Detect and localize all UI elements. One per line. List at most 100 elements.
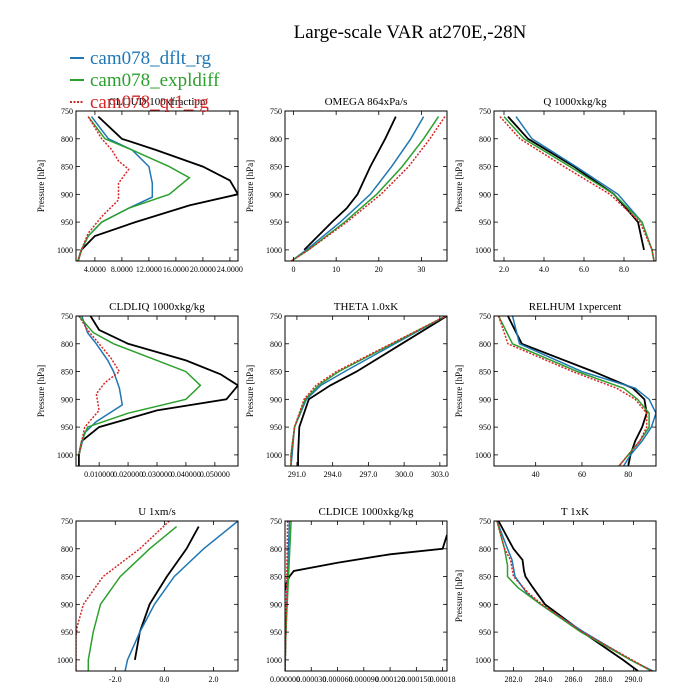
y-tick-label: 800 bbox=[61, 545, 73, 554]
series-line-0 bbox=[77, 115, 238, 261]
x-tick-label: 2.0 bbox=[499, 265, 509, 274]
y-tick-label: 1000 bbox=[475, 451, 491, 460]
y-tick-label: 800 bbox=[270, 135, 282, 144]
y-tick-label: 950 bbox=[479, 218, 491, 227]
y-tick-label: 800 bbox=[61, 340, 73, 349]
y-tick-label: 800 bbox=[479, 340, 491, 349]
x-tick-label: 12.0000 bbox=[136, 265, 162, 274]
panel-title: THETA 1.0xK bbox=[334, 301, 399, 313]
legend-label: cam078_dflt_rg bbox=[90, 48, 212, 69]
x-tick-label: 6.0 bbox=[579, 265, 589, 274]
x-tick-label: 0.040000 bbox=[171, 470, 201, 479]
y-tick-label: 800 bbox=[479, 545, 491, 554]
panel-5: RELHUM 1xpercent 750 800 850 900 950 1000 40 60 8… bbox=[454, 301, 657, 479]
series-line-2 bbox=[497, 316, 650, 466]
y-axis-label: Pressure [hPa] bbox=[245, 365, 255, 417]
y-tick-label: 750 bbox=[61, 517, 73, 526]
y-tick-label: 900 bbox=[479, 395, 491, 404]
x-tick-label: 2.0 bbox=[208, 675, 218, 684]
x-tick-label: 4.0 bbox=[539, 265, 549, 274]
y-tick-label: 950 bbox=[270, 628, 282, 637]
y-tick-label: 750 bbox=[479, 107, 491, 116]
y-axis-label: Pressure [hPa] bbox=[245, 160, 255, 212]
y-tick-label: 750 bbox=[270, 107, 282, 116]
y-tick-label: 1000 bbox=[57, 656, 73, 665]
x-tick-label: 0.030000 bbox=[142, 470, 172, 479]
y-axis-label: Pressure [hPa] bbox=[36, 365, 46, 417]
x-tick-label: 4.0000 bbox=[84, 265, 106, 274]
x-tick-label: 291.0 bbox=[288, 470, 306, 479]
panel-title: T 1xK bbox=[561, 506, 589, 518]
y-tick-label: 750 bbox=[479, 312, 491, 321]
y-tick-label: 1000 bbox=[57, 451, 73, 460]
y-tick-label: 1000 bbox=[57, 246, 73, 255]
x-tick-label: 0.010000 bbox=[84, 470, 114, 479]
y-tick-label: 750 bbox=[270, 312, 282, 321]
series-line-0 bbox=[497, 521, 639, 671]
panel-6: U 1xm/s 750 800 850 900 950 1000 -2.0 0.0 2.0 bbox=[57, 506, 239, 684]
panel-title: OMEGA 864xPa/s bbox=[325, 96, 408, 108]
y-tick-label: 950 bbox=[270, 423, 282, 432]
y-tick-label: 750 bbox=[61, 107, 73, 116]
y-tick-label: 900 bbox=[270, 600, 282, 609]
y-tick-label: 850 bbox=[270, 163, 282, 172]
y-tick-label: 900 bbox=[61, 600, 73, 609]
series-line-0 bbox=[303, 116, 397, 251]
series-line-1 bbox=[515, 116, 655, 261]
plot-frame bbox=[75, 315, 239, 467]
y-tick-label: 750 bbox=[61, 312, 73, 321]
x-tick-label: 0.00018 bbox=[430, 675, 456, 684]
series-line-1 bbox=[77, 116, 154, 261]
y-tick-label: 950 bbox=[270, 218, 282, 227]
panel-4: THETA 1.0xK 750 800 850 900 950 1000 291.0 294.0… bbox=[245, 301, 449, 479]
y-axis-label: Pressure [hPa] bbox=[454, 160, 464, 212]
series-line-2 bbox=[78, 316, 202, 456]
panel-2: Q 1000xkg/kg 750 800 850 900 950 1000 2.0 4.0 6.0… bbox=[454, 96, 657, 274]
panel-1: OMEGA 864xPa/s 750 800 850 900 950 1000 0 10 20 30… bbox=[245, 96, 448, 274]
y-tick-label: 900 bbox=[61, 190, 73, 199]
series-line-0 bbox=[297, 316, 447, 466]
y-tick-label: 800 bbox=[61, 135, 73, 144]
plot-frame bbox=[493, 315, 657, 467]
y-tick-label: 1000 bbox=[266, 246, 282, 255]
x-tick-label: 0.000150 bbox=[401, 675, 431, 684]
y-tick-label: 800 bbox=[479, 135, 491, 144]
series-line-1 bbox=[496, 521, 654, 671]
series-line-0 bbox=[285, 534, 447, 591]
y-tick-label: 950 bbox=[61, 218, 73, 227]
x-tick-label: 20.0000 bbox=[190, 265, 216, 274]
x-tick-label: 300.0 bbox=[395, 470, 413, 479]
y-tick-label: 850 bbox=[479, 163, 491, 172]
x-tick-label: 0.000030 bbox=[296, 675, 326, 684]
y-tick-label: 850 bbox=[270, 573, 282, 582]
y-axis-label: Pressure [hPa] bbox=[454, 365, 464, 417]
x-tick-label: 0 bbox=[292, 265, 296, 274]
y-tick-label: 750 bbox=[479, 517, 491, 526]
y-tick-label: 1000 bbox=[266, 656, 282, 665]
y-axis-label: Pressure [hPa] bbox=[454, 570, 464, 622]
panel-7: CLDICE 1000xkg/kg 750 800 850 900 950 1000 0.00… bbox=[266, 506, 456, 684]
panel-grid: CLOUD 100xfraction 750 800 850 900 950 1000 4.0… bbox=[36, 96, 657, 684]
x-tick-label: 20 bbox=[375, 265, 383, 274]
x-tick-label: 60 bbox=[578, 470, 586, 479]
series-line-0 bbox=[134, 526, 200, 661]
x-tick-label: 0.000120 bbox=[375, 675, 405, 684]
y-tick-label: 850 bbox=[61, 368, 73, 377]
panel-title: Q 1000xkg/kg bbox=[543, 96, 607, 108]
x-tick-label: 0.000060 bbox=[323, 675, 353, 684]
x-tick-label: 288.0 bbox=[595, 675, 613, 684]
plot-frame bbox=[493, 110, 657, 262]
y-tick-label: 1000 bbox=[475, 656, 491, 665]
series-line-3 bbox=[78, 316, 121, 456]
series-line-3 bbox=[496, 521, 652, 671]
x-tick-label: 8.0 bbox=[619, 265, 629, 274]
series-line-2 bbox=[87, 526, 178, 671]
y-tick-label: 900 bbox=[270, 395, 282, 404]
x-tick-label: 282.0 bbox=[505, 675, 523, 684]
panel-title: U 1xm/s bbox=[138, 506, 176, 518]
panel-title: RELHUM 1xpercent bbox=[529, 301, 622, 313]
x-tick-label: 303.0 bbox=[431, 470, 449, 479]
series-line-3 bbox=[497, 316, 648, 466]
panel-title: CLOUD 100xfraction bbox=[109, 96, 206, 108]
